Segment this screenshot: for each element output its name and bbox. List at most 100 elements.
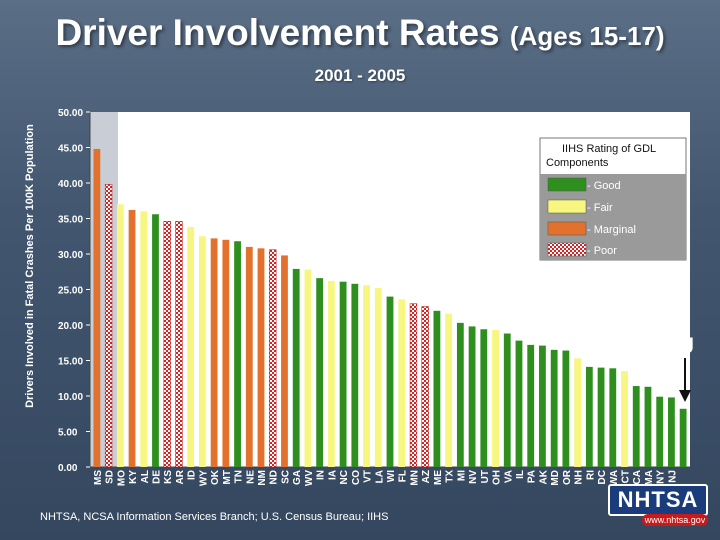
- legend-title-2: Components: [546, 157, 609, 169]
- bars: [93, 148, 687, 468]
- bar-ga: [292, 268, 300, 467]
- legend-label-poor: - Poor: [587, 245, 617, 257]
- legend-swatch-fair: [547, 199, 587, 214]
- x-tick-label: FL: [398, 470, 409, 482]
- y-tick-label: 0.00: [58, 463, 78, 474]
- bar-in: [316, 278, 324, 467]
- x-tick-label: MI: [456, 470, 467, 481]
- y-tick-label: 45.00: [58, 144, 83, 155]
- bar-id: [187, 227, 195, 467]
- y-tick-label: 5.00: [58, 428, 78, 439]
- legend-label-good: - Good: [587, 180, 621, 192]
- legend-swatch-poor: [547, 242, 587, 257]
- x-tick-label: ME: [433, 470, 444, 485]
- x-tick-label: SC: [280, 470, 291, 484]
- bar-mo: [116, 204, 124, 468]
- bar-mi: [456, 322, 464, 467]
- x-tick-label: AK: [538, 469, 549, 484]
- bar-wy: [198, 236, 206, 467]
- y-tick-label: 25.00: [58, 286, 83, 297]
- x-tick-label: MO: [116, 470, 127, 486]
- x-tick-label: OH: [492, 470, 503, 485]
- x-tick-label: DE: [151, 470, 162, 484]
- bar-ma: [644, 386, 652, 467]
- x-tick-label: NM: [257, 470, 268, 486]
- x-tick-label: MT: [222, 470, 233, 484]
- bar-ct: [621, 371, 628, 467]
- bar-co: [351, 283, 359, 467]
- bar-pa: [527, 344, 535, 467]
- bar-or: [562, 350, 570, 467]
- bar-fl: [398, 299, 406, 467]
- y-tick-label: 15.00: [58, 357, 83, 368]
- bar-al: [140, 211, 148, 467]
- slide-title: Driver Involvement Rates (Ages 15-17): [0, 12, 720, 54]
- x-tick-label: NE: [245, 470, 256, 484]
- nj-arrow-head: [679, 390, 691, 402]
- x-tick-label: MD: [550, 470, 561, 486]
- bar-mt: [222, 239, 230, 467]
- bar-nm: [257, 248, 265, 467]
- y-ticks: 0.00 5.00 10.00 15.00 20.00 25.00 30.00 35.00 40…: [58, 108, 90, 474]
- x-tick-label: OK: [210, 469, 221, 485]
- bar-wa: [609, 368, 617, 467]
- y-tick-label: 40.00: [58, 179, 83, 190]
- x-tick-label: WI: [386, 470, 397, 482]
- y-tick-label: 10.00: [58, 392, 83, 403]
- x-tick-label: RI: [585, 470, 596, 480]
- bar-wi: [386, 296, 394, 467]
- x-tick-label: ID: [187, 470, 198, 480]
- x-tick-label: CT: [621, 470, 632, 483]
- nj-annotation: NJ: [666, 333, 695, 358]
- x-tick-label: IN: [316, 470, 327, 480]
- bar-nd: [269, 249, 277, 468]
- x-tick-label: PA: [527, 470, 538, 483]
- y-tick-label: 50.00: [58, 108, 83, 119]
- legend-label-fair: - Fair: [587, 202, 613, 214]
- bar-mn: [409, 303, 418, 468]
- logo-url: www.nhtsa.gov: [642, 514, 708, 526]
- x-tick-label: LA: [374, 470, 385, 483]
- bar-wv: [304, 269, 312, 467]
- y-tick-label: 30.00: [58, 250, 83, 261]
- bar-va: [503, 333, 511, 467]
- x-tick-label: MS: [93, 470, 104, 485]
- x-tick-label: ND: [269, 470, 280, 484]
- bar-nj: [668, 397, 675, 467]
- bar-dc: [597, 367, 605, 467]
- bar-vt: [363, 285, 370, 467]
- x-tick-label: AR: [175, 469, 186, 484]
- bar-oh: [492, 329, 499, 467]
- x-tick-label: AZ: [421, 470, 432, 483]
- legend-swatch-marginal: [547, 221, 587, 236]
- x-tick-label: TX: [445, 470, 456, 483]
- legend: IIHS Rating of GDL Components - Good - Fa…: [539, 137, 687, 261]
- bar-nv: [468, 326, 476, 467]
- legend-title-1: IIHS Rating of GDL: [562, 143, 656, 155]
- bar-ok: [210, 238, 218, 467]
- bar-sd: [104, 184, 113, 468]
- bar-tn: [234, 241, 241, 467]
- x-tick-label: WY: [198, 470, 209, 486]
- x-tick-label: UT: [480, 470, 491, 483]
- bar-ne: [245, 246, 253, 467]
- x-tick-label: KY: [128, 470, 139, 484]
- x-tick-label: KS: [163, 470, 174, 484]
- bar-ar: [175, 221, 183, 468]
- x-tick-label: CA: [632, 470, 643, 484]
- bar-ut: [480, 329, 488, 467]
- x-tick-label: IL: [515, 470, 526, 479]
- x-tick-label: WA: [609, 470, 620, 486]
- bar-md: [550, 349, 558, 467]
- y-tick-label: 20.00: [58, 321, 83, 332]
- bar-item50: [679, 408, 687, 467]
- source-note: NHTSA, NCSA Information Services Branch;…: [40, 511, 389, 523]
- x-tick-label: NH: [574, 470, 585, 484]
- x-tick-label: GA: [292, 470, 303, 485]
- x-tick-label: SD: [105, 470, 116, 484]
- x-tick-labels: MS SD MO KY AL DE KS AR ID WY OK MT TN NE NM ND SC GA WV IN…: [93, 469, 679, 486]
- x-tick-label: CO: [351, 470, 362, 485]
- bar-ia: [327, 280, 335, 467]
- x-tick-label: WV: [304, 470, 315, 486]
